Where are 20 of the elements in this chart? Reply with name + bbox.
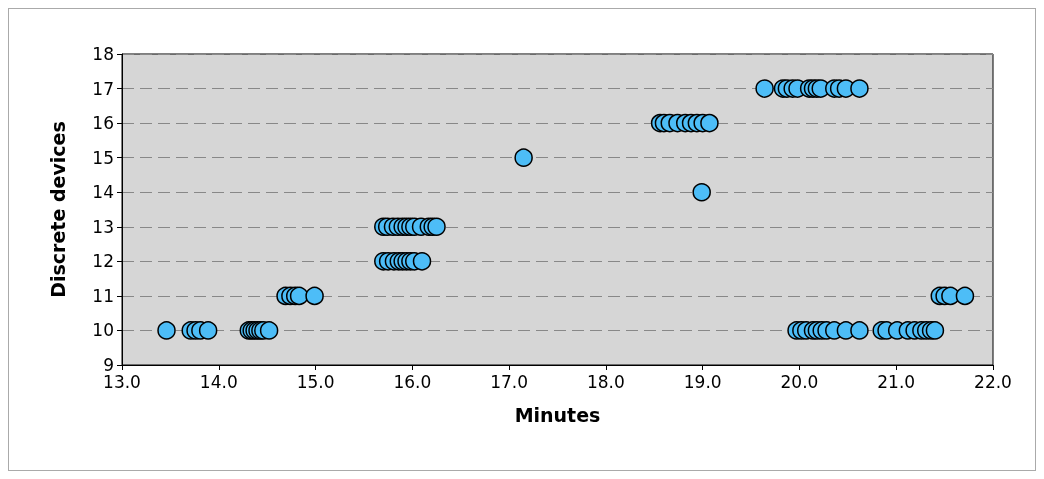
- x-tick-label: 18.0: [586, 371, 625, 392]
- x-tick-label: 15.0: [296, 371, 335, 392]
- x-axis-title: Minutes: [514, 403, 601, 426]
- x-tick-label: 16.0: [393, 371, 432, 392]
- y-tick-label: 11: [92, 285, 114, 306]
- y-tick-label: 12: [92, 251, 114, 272]
- x-tick-label: 20.0: [780, 371, 819, 392]
- y-tick-label: 10: [92, 320, 114, 341]
- y-axis-title: Discrete devices: [46, 121, 69, 298]
- x-tick-label: 19.0: [683, 371, 722, 392]
- y-tick-label: 15: [92, 147, 114, 168]
- y-tick-label: 18: [92, 44, 114, 64]
- y-tick-label: 14: [92, 182, 114, 203]
- y-tick-label: 16: [92, 113, 114, 134]
- y-tick-label: 17: [92, 78, 114, 99]
- x-tick-label: 14.0: [199, 371, 238, 392]
- x-tick-label: 17.0: [490, 371, 529, 392]
- y-tick-label: 13: [92, 216, 114, 237]
- x-tick-label: 22.0: [974, 371, 1012, 392]
- x-tick-label: 21.0: [877, 371, 916, 392]
